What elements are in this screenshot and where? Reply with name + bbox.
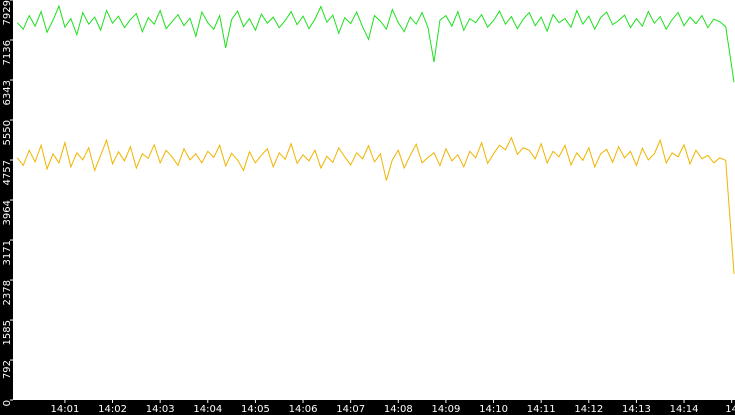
x-tick-label: 14:08 [384, 404, 413, 415]
y-tick-label: 4757 [2, 160, 13, 185]
y-tick-label: 1585 [2, 320, 13, 345]
y-tick-label: 792 [2, 360, 13, 379]
x-tick-label: 14:07 [336, 404, 365, 415]
y-tick-label: 0 [2, 400, 13, 406]
y-tick-label: 7929 [2, 0, 13, 25]
y-tick-label: 3964 [2, 200, 13, 225]
x-tick-label: 14:14 [670, 404, 699, 415]
x-axis-band [0, 400, 735, 415]
y-tick-label: 2378 [2, 280, 13, 305]
x-tick-label: 14:06 [289, 404, 318, 415]
x-tick-label: 14:12 [574, 404, 603, 415]
x-tick-label: 14 [725, 404, 735, 415]
y-tick-label: 5550 [2, 120, 13, 145]
x-tick-label: 14:02 [98, 404, 127, 415]
x-tick-label: 14:10 [479, 404, 508, 415]
x-tick-label: 14:13 [622, 404, 651, 415]
x-tick-label: 14:04 [193, 404, 222, 415]
x-tick-label: 14:09 [432, 404, 461, 415]
y-tick-label: 6343 [2, 80, 13, 105]
x-tick-label: 14:01 [50, 404, 79, 415]
x-tick-label: 14:03 [146, 404, 175, 415]
series-line [16, 136, 735, 274]
y-axis-band [0, 0, 13, 415]
y-tick-label: 7136 [2, 40, 13, 65]
x-tick-label: 14:05 [241, 404, 270, 415]
series-line [16, 4, 735, 83]
x-tick-label: 14:11 [527, 404, 556, 415]
y-tick-label: 3171 [2, 240, 13, 265]
